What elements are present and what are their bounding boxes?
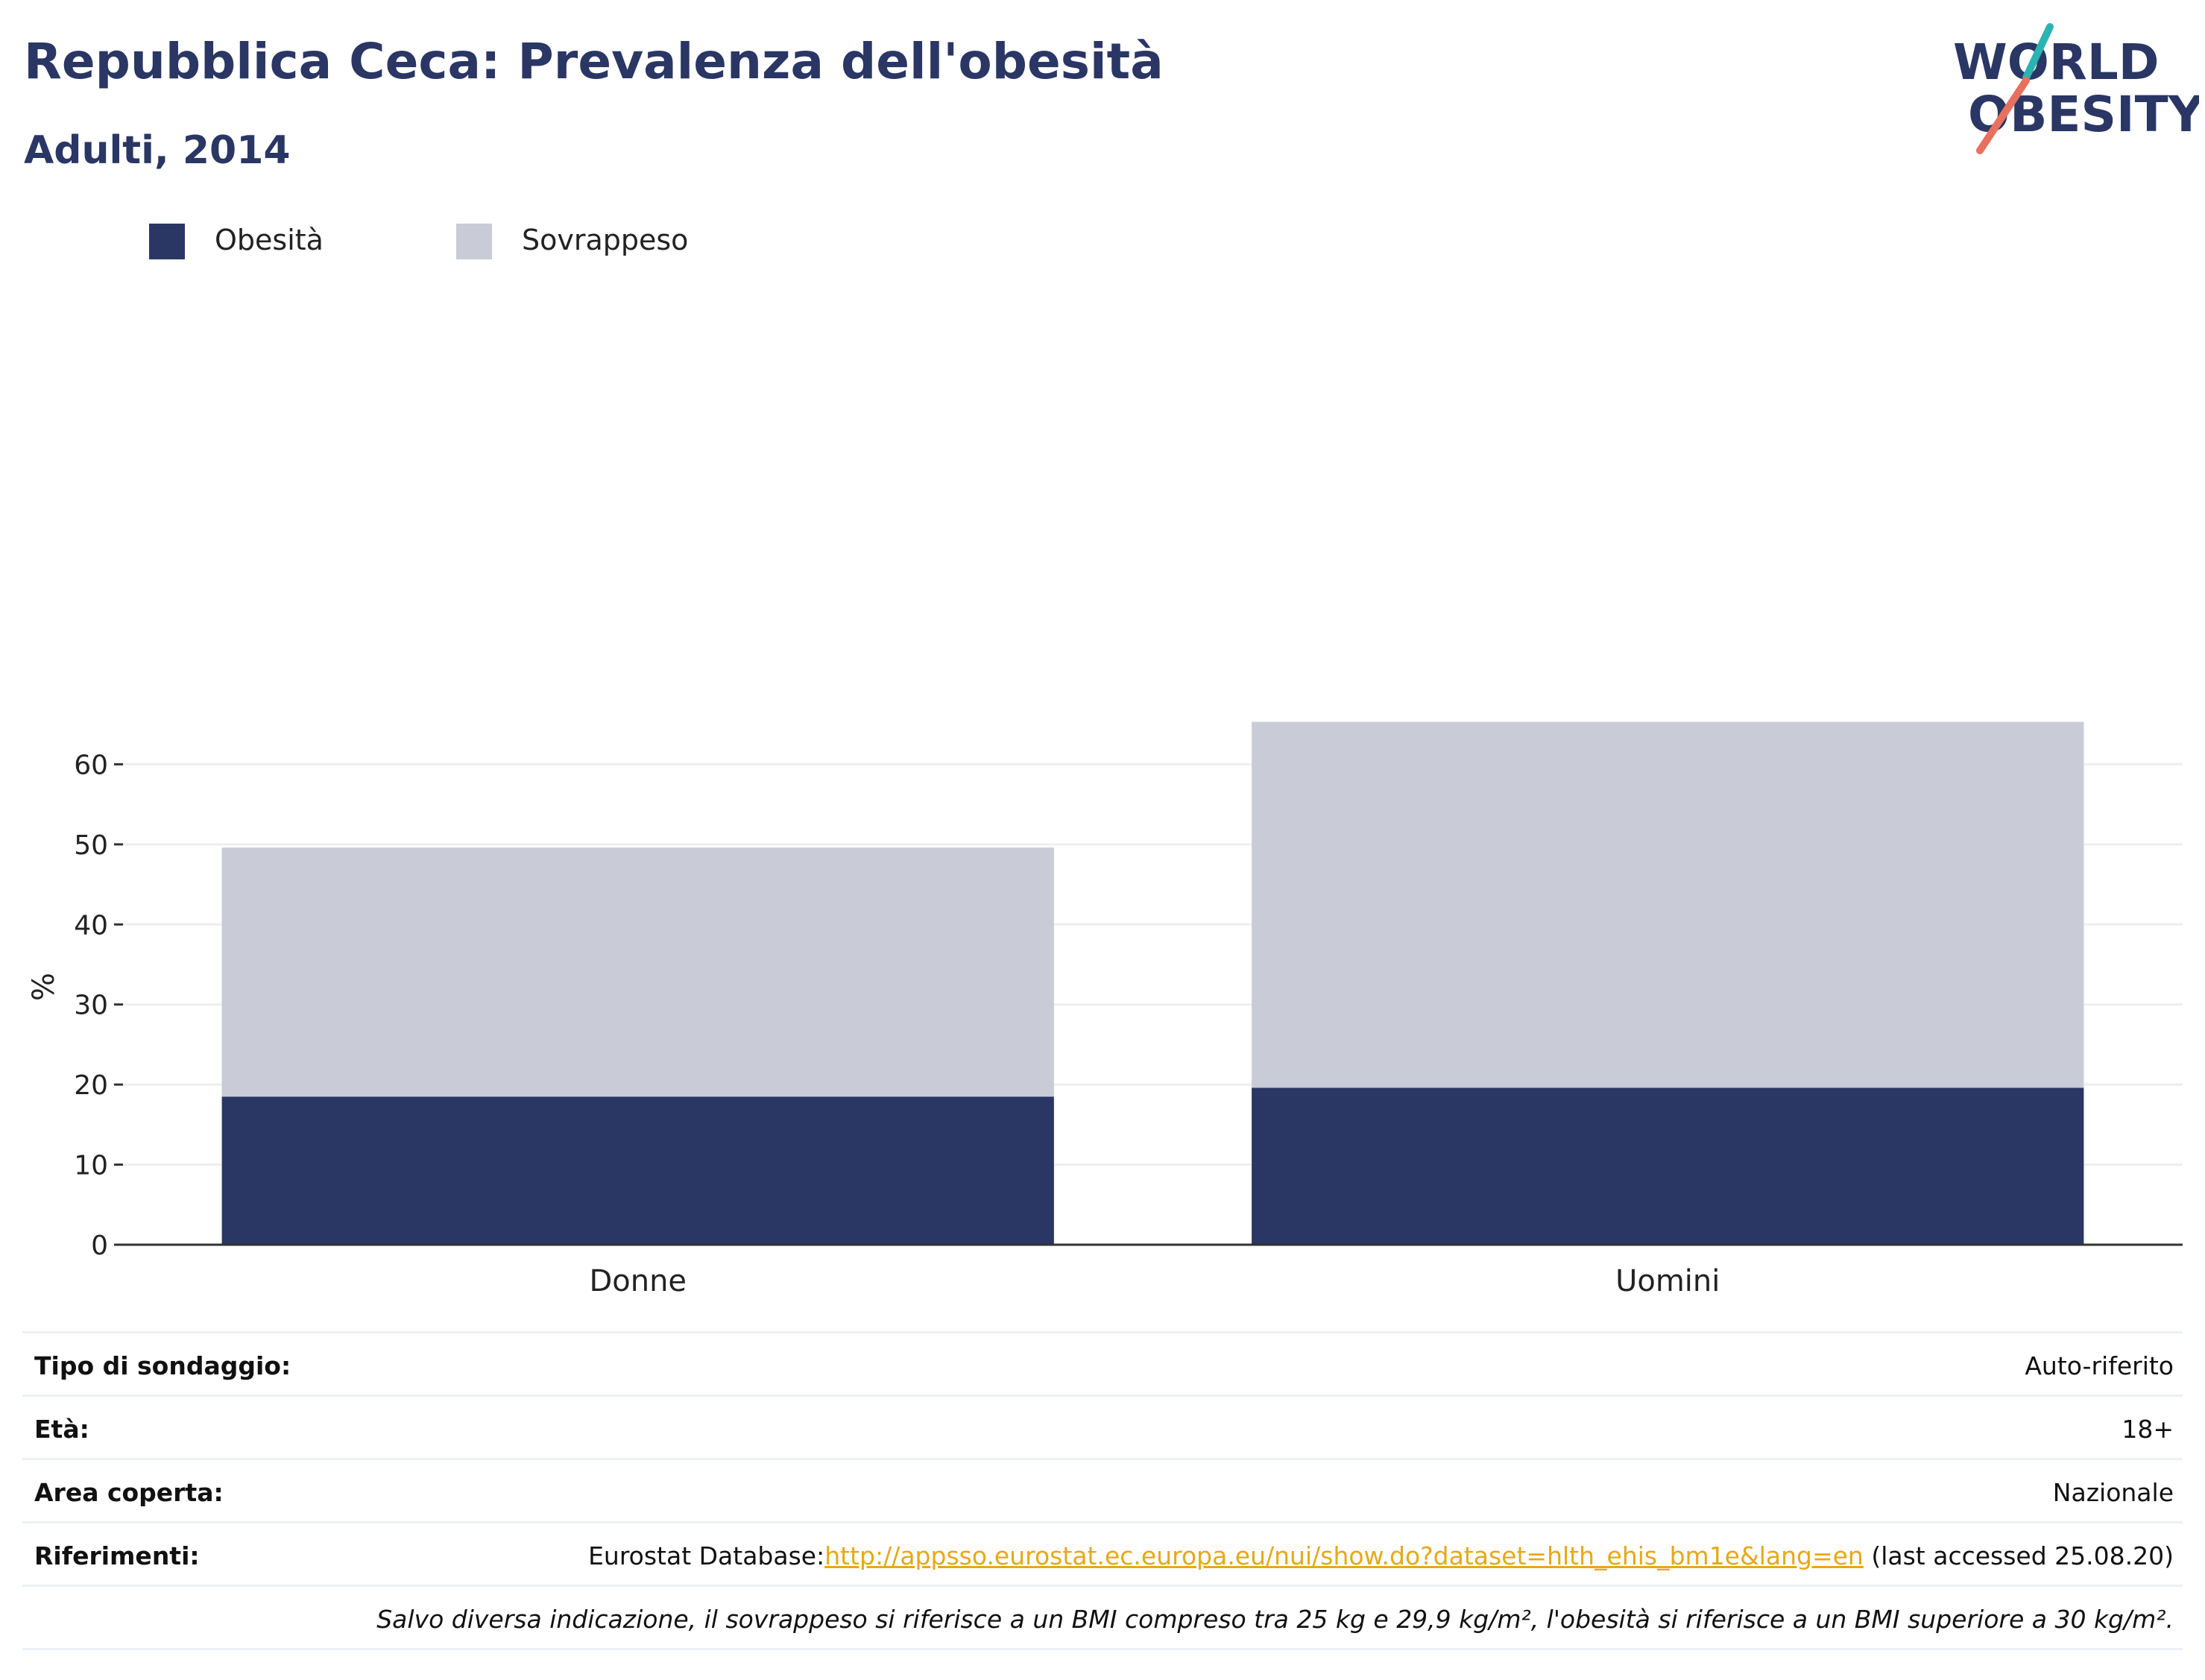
legend-label-overweight: Sovrappeso — [522, 224, 689, 256]
info-row-references: Riferimenti: Eurostat Database:http://ap… — [22, 1521, 2183, 1585]
age-label: Età: — [34, 1415, 89, 1444]
area-value: Nazionale — [2052, 1478, 2174, 1507]
y-tick-label: 40 — [74, 910, 108, 941]
bar-obesity-donne — [221, 1096, 1054, 1245]
info-row-survey-type: Tipo di sondaggio: Auto-riferito — [22, 1331, 2183, 1395]
y-tick-label: 50 — [74, 830, 108, 861]
chart-subtitle: Adulti, 2014 — [24, 128, 291, 173]
definition-note: Salvo diversa indicazione, il sovrappeso… — [376, 1605, 2174, 1634]
info-row-age: Età: 18+ — [22, 1395, 2183, 1458]
y-tick-label: 30 — [74, 991, 108, 1021]
survey-type-label: Tipo di sondaggio: — [34, 1351, 291, 1380]
info-row-area: Area coperta: Nazionale — [22, 1458, 2183, 1521]
x-tick-label: Donne — [589, 1264, 687, 1298]
x-tick-label: Uomini — [1615, 1264, 1720, 1298]
y-tick-label: 10 — [74, 1151, 108, 1181]
age-value: 18+ — [2122, 1415, 2174, 1444]
info-table: Tipo di sondaggio: Auto-riferito Età: 18… — [22, 1331, 2183, 1650]
legend-swatch-overweight — [456, 224, 492, 259]
chart-title: Repubblica Ceca: Prevalenza dell'obesità — [24, 33, 1164, 90]
references-suffix: (last accessed 25.08.20) — [1863, 1541, 2174, 1570]
bar-obesity-uomini — [1252, 1087, 2084, 1245]
y-tick-label: 20 — [74, 1070, 108, 1101]
references-value: Eurostat Database:http://appsso.eurostat… — [588, 1541, 2174, 1570]
references-label: Riferimenti: — [34, 1541, 200, 1570]
legend-label-obesity: Obesità — [215, 224, 324, 256]
y-tick-label: 60 — [74, 750, 108, 780]
references-link[interactable]: http://appsso.eurostat.ec.europa.eu/nui/… — [824, 1541, 1864, 1570]
area-label: Area coperta: — [34, 1478, 224, 1507]
references-prefix: Eurostat Database: — [588, 1541, 825, 1570]
svg-text:WORLD: WORLD — [1953, 34, 2160, 91]
y-tick-label: 0 — [91, 1231, 108, 1261]
bar-overweight-uomini — [1252, 721, 2084, 1088]
y-axis-label: % — [27, 973, 61, 1001]
bar-overweight-donne — [221, 847, 1054, 1097]
stacked-bar-chart: 0 10 20 30 40 50 60% Donne Uomini — [27, 721, 2183, 1298]
legend-swatch-obesity — [149, 224, 185, 259]
world-obesity-logo: WORLD OBESITY — [1953, 23, 2199, 154]
survey-type-value: Auto-riferito — [2025, 1351, 2174, 1380]
info-row-note: Salvo diversa indicazione, il sovrappeso… — [22, 1585, 2183, 1650]
